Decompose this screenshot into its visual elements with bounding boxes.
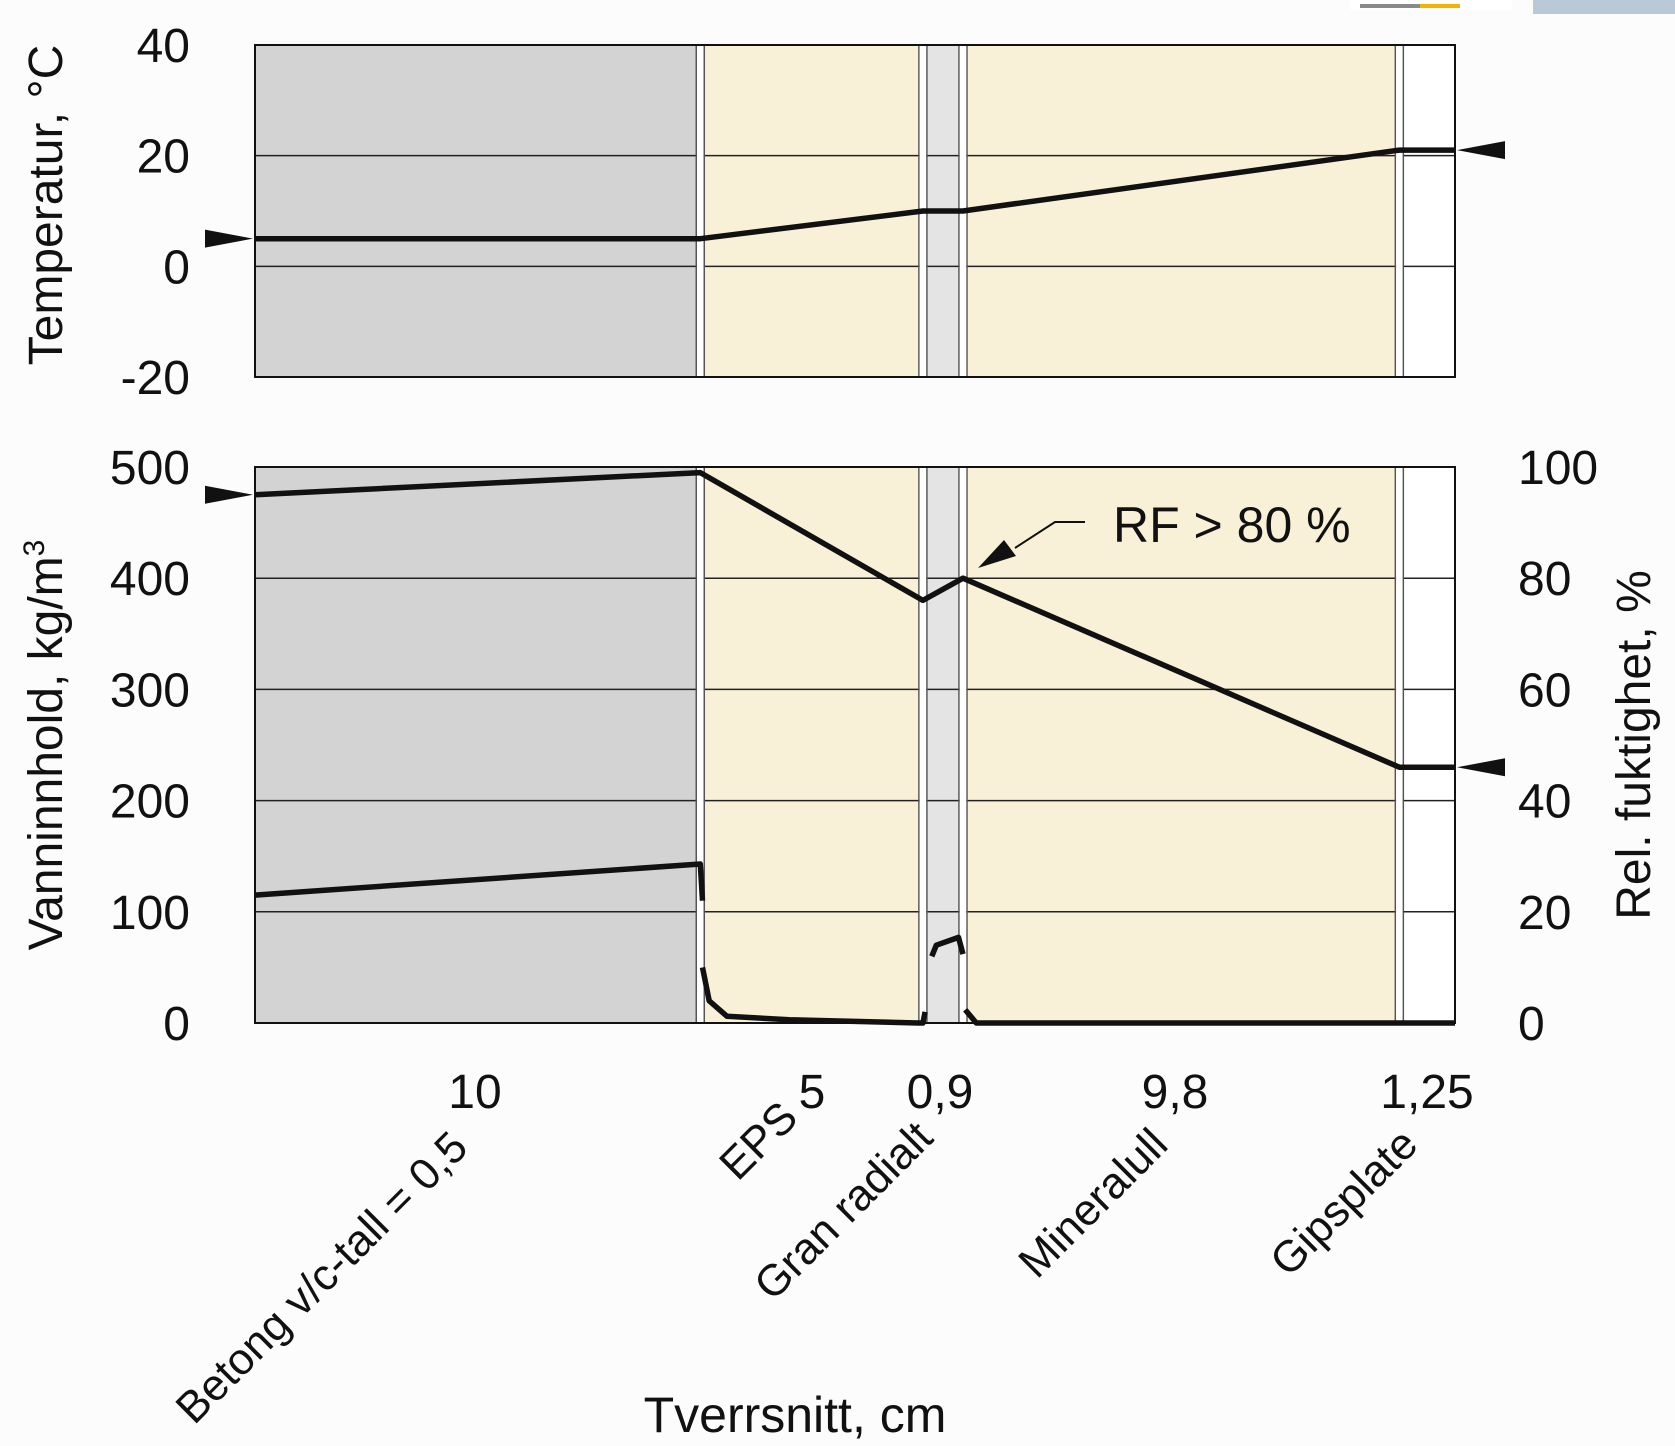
layer-thickness-label: 5 — [799, 1066, 826, 1119]
series-line — [929, 934, 966, 958]
layer-name-label: EPS — [710, 1092, 807, 1189]
series-line — [254, 469, 1455, 770]
layer-separator-gap — [1396, 467, 1403, 1023]
layer-fill — [1399, 45, 1455, 377]
layer-fill — [255, 45, 701, 377]
y2-tick-label: 40 — [1518, 776, 1571, 829]
y2-tick-label: 100 — [1518, 442, 1598, 495]
left-boundary-marker — [205, 485, 253, 504]
layer-name-label: Betong v/c-tall = 0,5 — [167, 1122, 478, 1433]
water-content-axis-label: Vanninnhold, kg/m3 — [18, 540, 73, 951]
layer-fill — [962, 467, 1400, 1023]
y-tick-label: 20 — [137, 131, 190, 184]
layer-thickness-label: 1,25 — [1380, 1066, 1473, 1119]
layer-separator-gap — [959, 467, 967, 1023]
rf-annotation-text: RF > 80 % — [1113, 497, 1351, 553]
y2-tick-label: 20 — [1518, 887, 1571, 940]
x-axis-label: Tverrsnitt, cm — [644, 1387, 947, 1443]
rf-annotation-arrow-line — [1014, 521, 1085, 549]
y-tick-label: 100 — [110, 887, 190, 940]
layer-separator-gap — [1396, 45, 1403, 377]
y-tick-label: 40 — [137, 20, 190, 73]
layer-fill — [700, 45, 923, 377]
y2-tick-label: 80 — [1518, 553, 1571, 606]
water-content-axis-label-main: Vanninnhold, kg/m — [20, 556, 73, 950]
water-content-axis-label-sup: 3 — [18, 540, 51, 557]
layer-fill — [255, 467, 701, 1023]
series-line — [963, 1007, 1455, 1026]
temperature-axis-label: Temperatur, °C — [20, 45, 73, 366]
layer-separator-gap — [919, 467, 927, 1023]
right-boundary-marker — [1457, 758, 1505, 777]
relative-humidity-axis-label: Rel. fuktighet, % — [1608, 570, 1661, 920]
y-tick-label: 0 — [163, 241, 190, 294]
layer-fill — [1399, 467, 1455, 1023]
layer-thickness-label: 9,8 — [1142, 1066, 1209, 1119]
rf-annotation-arrowhead — [978, 540, 1016, 568]
series-line — [254, 861, 706, 901]
y-tick-label: -20 — [121, 352, 190, 405]
layer-name-label: Mineralull — [1009, 1119, 1177, 1287]
layer-name-label: Gipsplate — [1261, 1119, 1427, 1285]
layer-thickness-label: 0,9 — [907, 1066, 974, 1119]
layer-fill — [962, 45, 1400, 377]
layer-fill — [922, 467, 963, 1023]
series-line — [699, 966, 928, 1026]
layer-separator-gap — [697, 467, 704, 1023]
layer-fill — [700, 467, 923, 1023]
layer-separator-gap — [697, 45, 704, 377]
y2-tick-label: 60 — [1518, 664, 1571, 717]
y-tick-label: 400 — [110, 553, 190, 606]
corner-logo — [1350, 0, 1675, 14]
y2-tick-label: 0 — [1518, 998, 1545, 1051]
y-tick-label: 500 — [110, 442, 190, 495]
temperature-panel: 40 20 0 -20 — [121, 20, 1505, 405]
y-tick-label: 200 — [110, 776, 190, 829]
layer-thickness-label: 10 — [448, 1066, 501, 1119]
y-tick-label: 0 — [163, 998, 190, 1051]
series-line — [255, 147, 1455, 242]
left-boundary-marker — [205, 229, 253, 248]
plot-frame — [254, 44, 1456, 378]
y-tick-label: 300 — [110, 664, 190, 717]
right-boundary-marker — [1457, 141, 1505, 160]
rf-annotation: RF > 80 % — [978, 497, 1351, 568]
